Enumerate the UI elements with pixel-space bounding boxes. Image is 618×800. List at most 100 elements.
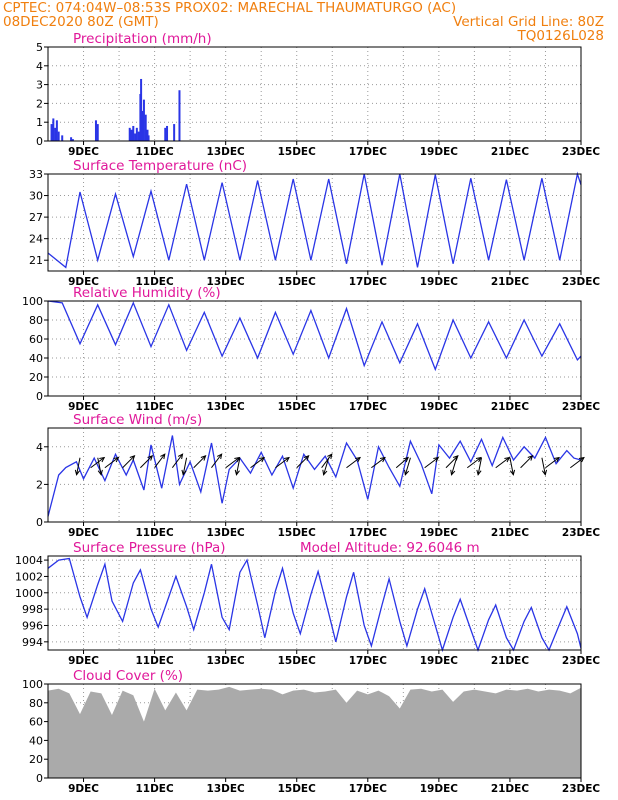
wind-arrow-head xyxy=(129,455,136,461)
wind-arrow-head xyxy=(450,469,456,476)
y-tick-label: 2 xyxy=(36,97,43,110)
y-tick-label: 80 xyxy=(29,697,43,710)
wind-arrow xyxy=(545,457,560,469)
x-tick-label: 15DEC xyxy=(278,655,317,667)
panel-title: Surface Temperature (nC) xyxy=(73,158,247,174)
y-tick-label: 21 xyxy=(29,254,43,267)
x-tick-label: 9DEC xyxy=(68,655,99,667)
x-tick-label: 17DEC xyxy=(349,783,388,795)
wind-arrow-head xyxy=(433,456,440,463)
wind-arrow-head xyxy=(476,469,482,476)
rh-series-line xyxy=(47,300,582,372)
wind-arrow xyxy=(520,455,533,469)
wind-arrow xyxy=(570,457,585,469)
x-tick-label: 17DEC xyxy=(349,655,388,667)
wind-arrow xyxy=(140,455,153,469)
panel-frame xyxy=(47,427,582,523)
y-tick-label: 0 xyxy=(36,390,43,403)
x-tick-label: 15DEC xyxy=(278,783,317,795)
y-tick-label: 0 xyxy=(36,516,43,529)
x-tick-label: 19DEC xyxy=(420,783,459,795)
precip-bar xyxy=(54,127,57,141)
precip-bar xyxy=(134,133,137,141)
y-tick-label: 20 xyxy=(29,753,43,766)
x-tick-label: 15DEC xyxy=(278,527,317,539)
precip-bar xyxy=(141,110,144,141)
wind-arrow xyxy=(451,457,458,475)
panel-title: Surface Wind (m/s) xyxy=(73,412,202,428)
wind-arrow-head xyxy=(147,455,154,461)
precip-bar xyxy=(130,129,133,141)
wind-arrow xyxy=(250,457,265,469)
wind-arrow-head xyxy=(475,456,482,463)
panel-title: Relative Humidity (%) xyxy=(73,285,221,301)
wind-arrow xyxy=(477,457,482,475)
precip-bar xyxy=(50,124,53,141)
wind-arrow xyxy=(323,457,330,475)
x-tick-label: 23DEC xyxy=(562,276,601,288)
wind-arrow xyxy=(321,453,333,469)
wind-arrow-head xyxy=(303,455,310,461)
x-tick-label: 9DEC xyxy=(68,276,99,288)
date-line: 08DEC2020 80Z (GMT) xyxy=(3,14,159,30)
wind-arrow-head xyxy=(216,453,223,460)
wind-arrow xyxy=(424,457,439,469)
x-tick-label: 13DEC xyxy=(207,276,246,288)
y-tick-label: 33 xyxy=(29,168,43,181)
panel-frame xyxy=(47,300,582,397)
y-tick-label: 40 xyxy=(29,352,43,365)
precip-bar xyxy=(55,120,58,141)
x-tick-label: 19DEC xyxy=(420,276,459,288)
grid-line-note: Vertical Grid Line: 80Z xyxy=(453,14,604,30)
wind-arrow-head xyxy=(379,456,386,463)
x-tick-label: 9DEC xyxy=(68,401,99,413)
x-tick-label: 23DEC xyxy=(562,527,601,539)
precip-bar xyxy=(164,127,167,141)
wind-arrow xyxy=(395,457,409,469)
x-tick-label: 17DEC xyxy=(349,527,388,539)
y-tick-label: 60 xyxy=(29,716,43,729)
wind-arrow-head xyxy=(327,453,333,460)
cloud-cover-area xyxy=(48,686,581,778)
x-tick-label: 15DEC xyxy=(278,276,317,288)
precip-bar xyxy=(178,90,181,141)
precip-bar xyxy=(144,114,147,141)
y-tick-label: 994 xyxy=(22,636,43,649)
x-tick-label: 19DEC xyxy=(420,401,459,413)
wind-arrow-head xyxy=(355,456,361,463)
wind-arrow-head xyxy=(234,456,241,463)
panel-frame xyxy=(47,683,582,779)
pres-series-line xyxy=(47,557,582,653)
x-tick-label: 15DEC xyxy=(278,146,317,158)
y-tick-label: 20 xyxy=(29,371,43,384)
wind-arrow xyxy=(97,457,102,475)
wind-arrow xyxy=(404,457,411,475)
precip-bar xyxy=(137,131,140,141)
precip-bar xyxy=(146,129,149,141)
y-tick-label: 0 xyxy=(36,772,43,785)
y-tick-label: 998 xyxy=(22,603,43,616)
wind-arrow xyxy=(90,457,105,469)
y-tick-label: 4 xyxy=(36,60,43,73)
x-tick-label: 21DEC xyxy=(491,146,530,158)
wind-arrow xyxy=(509,457,514,475)
y-tick-label: 1 xyxy=(36,116,43,129)
x-tick-label: 21DEC xyxy=(491,783,530,795)
y-tick-label: 4 xyxy=(36,441,43,454)
x-tick-label: 21DEC xyxy=(491,655,530,667)
wind-arrow-head xyxy=(403,456,409,463)
x-tick-label: 15DEC xyxy=(278,401,317,413)
precip-bar xyxy=(70,137,73,141)
wind-arrow-head xyxy=(99,456,106,463)
x-tick-label: 11DEC xyxy=(135,783,174,795)
station-line: CPTEC: 074:04W–08:53S PROX02: MARECHAL T… xyxy=(3,0,457,16)
x-tick-label: 9DEC xyxy=(68,783,99,795)
precip-bar xyxy=(71,139,74,141)
wind-arrow-head xyxy=(177,453,184,460)
x-tick-label: 11DEC xyxy=(135,401,174,413)
x-tick-label: 17DEC xyxy=(349,146,388,158)
wind-arrow xyxy=(371,457,386,469)
wind-arrow-head xyxy=(509,469,516,476)
y-tick-label: 24 xyxy=(29,233,43,246)
y-tick-label: 60 xyxy=(29,333,43,346)
